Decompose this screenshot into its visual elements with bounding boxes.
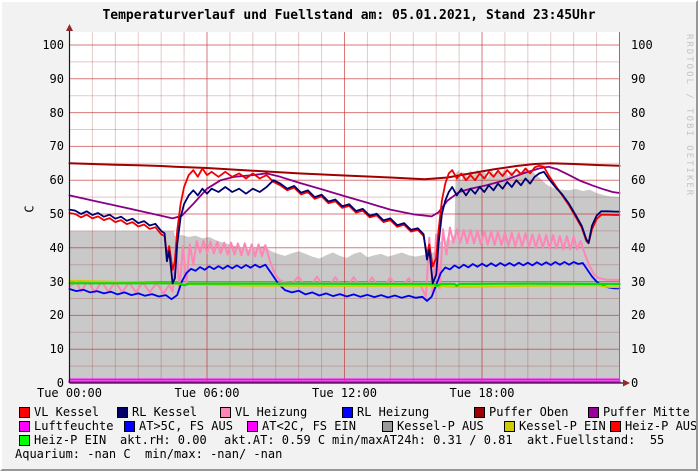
ytick-right-70: 70 bbox=[631, 139, 646, 154]
ytick-right-100: 100 bbox=[631, 38, 653, 52]
legend-label-puffer-mitte: Puffer Mitte bbox=[603, 405, 690, 419]
legend-stat-2: min/maxAT24h: 0.31 / 0.81 bbox=[332, 433, 513, 447]
legend-swatch-heiz-p-ein bbox=[19, 435, 30, 446]
legend-stat-0: akt.rH: 0.00 bbox=[120, 433, 207, 447]
x-axis-arrow-icon bbox=[623, 379, 630, 387]
legend-label-luftfeuchte: Luftfeuchte bbox=[34, 419, 114, 433]
legend-row-3: Heiz-P EIN akt.rH: 0.00 akt.AT: 0.59 C min/… bbox=[2, 433, 696, 448]
legend-label-rl-kessel: RL Kessel bbox=[132, 405, 198, 419]
legend-label-vl-heizung: VL Heizung bbox=[235, 405, 308, 419]
legend-row-1: VL Kessel RL Kessel VL Heizung RL Heizung Pu… bbox=[2, 405, 696, 420]
legend-label-heiz-p-ein: Heiz-P EIN bbox=[34, 433, 107, 447]
series-puffer-oben bbox=[68, 162, 621, 181]
xtick-6: Tue 06:00 bbox=[174, 386, 240, 400]
ytick-right-60: 60 bbox=[631, 173, 646, 188]
legend-swatch-vl-heizung bbox=[220, 407, 231, 418]
legend-label-vl-kessel: VL Kessel bbox=[34, 405, 100, 419]
xtick-18: Tue 18:00 bbox=[449, 386, 515, 400]
legend-swatch-kessel-p-ein bbox=[504, 421, 515, 432]
ytick-left-90: 90 bbox=[49, 71, 64, 86]
ytick-left-50: 50 bbox=[49, 207, 64, 221]
legend-swatch-luftfeuchte bbox=[19, 421, 30, 432]
ytick-right-80: 80 bbox=[631, 105, 646, 120]
legend-stat-3: akt.Fuellstand: 55 bbox=[527, 433, 665, 447]
xtick-0: Tue 00:00 bbox=[36, 386, 103, 400]
legend-label-puffer-oben: Puffer Oben bbox=[489, 405, 569, 419]
ytick-right-40: 40 bbox=[631, 240, 646, 255]
rrdtool-watermark: RRDTOOL / TOBI OETIKER bbox=[684, 34, 694, 198]
legend-stat-1: akt.AT: 0.59 C bbox=[224, 433, 326, 447]
legend-label-kessel-p-aus: Kessel-P AUS bbox=[397, 419, 484, 433]
ytick-left-10: 10 bbox=[49, 342, 64, 357]
legend-swatch-at-2c-fs-ein bbox=[247, 421, 258, 432]
legend-swatch-vl-kessel bbox=[19, 407, 30, 418]
legend-swatch-kessel-p-aus bbox=[382, 421, 393, 432]
legend-label-kessel-p-ein: Kessel-P EIN bbox=[519, 419, 606, 433]
legend-label-at-5c-fs-aus: AT>5C, FS AUS bbox=[139, 419, 233, 433]
legend-swatch-rl-heizung bbox=[342, 407, 353, 418]
legend-aquarium-text: Aquarium: -nan C min/max: -nan/ -nan bbox=[15, 447, 283, 461]
ytick-right-30: 30 bbox=[631, 274, 646, 289]
ytick-right-90: 90 bbox=[631, 71, 646, 86]
y-axis-arrow-icon bbox=[66, 24, 73, 31]
legend-label-rl-heizung: RL Heizung bbox=[357, 405, 430, 419]
graph-title: Temperaturverlauf und Fuellstand am: 05.… bbox=[102, 8, 596, 23]
ytick-right-10: 10 bbox=[631, 342, 646, 357]
ytick-left-100: 100 bbox=[42, 38, 64, 52]
legend-label-heiz-p-aus: Heiz-P AUS bbox=[625, 419, 698, 433]
legend-label-at-2c-fs-ein: AT<2C, FS EIN bbox=[262, 419, 356, 433]
legend-swatch-at-5c-fs-aus bbox=[124, 421, 135, 432]
legend-row-2: Luftfeuchte AT>5C, FS AUS AT<2C, FS EIN Kes… bbox=[2, 419, 698, 434]
series-rl-heizung bbox=[68, 261, 621, 302]
legend-swatch-puffer-oben bbox=[474, 407, 485, 418]
ytick-left-0: 0 bbox=[56, 376, 64, 390]
ytick-left-20: 20 bbox=[49, 308, 64, 323]
ytick-right-50: 50 bbox=[631, 207, 646, 221]
ytick-left-40: 40 bbox=[49, 240, 64, 255]
legend-swatch-rl-kessel bbox=[117, 407, 128, 418]
series-heiz-p-ein bbox=[68, 282, 621, 288]
ytick-left-30: 30 bbox=[49, 274, 64, 289]
ytick-left-70: 70 bbox=[49, 139, 64, 154]
legend-row-4: Aquarium: -nan C min/max: -nan/ -nan bbox=[2, 447, 696, 462]
series-rl-kessel bbox=[68, 170, 621, 285]
legend-swatch-puffer-mitte bbox=[588, 407, 599, 418]
legend-swatch-heiz-p-aus bbox=[610, 421, 621, 432]
ytick-right-0: 0 bbox=[631, 376, 639, 390]
ytick-left-80: 80 bbox=[49, 105, 64, 120]
ytick-left-60: 60 bbox=[49, 173, 64, 188]
ytick-right-20: 20 bbox=[631, 308, 646, 323]
xtick-12: Tue 12:00 bbox=[311, 386, 378, 400]
